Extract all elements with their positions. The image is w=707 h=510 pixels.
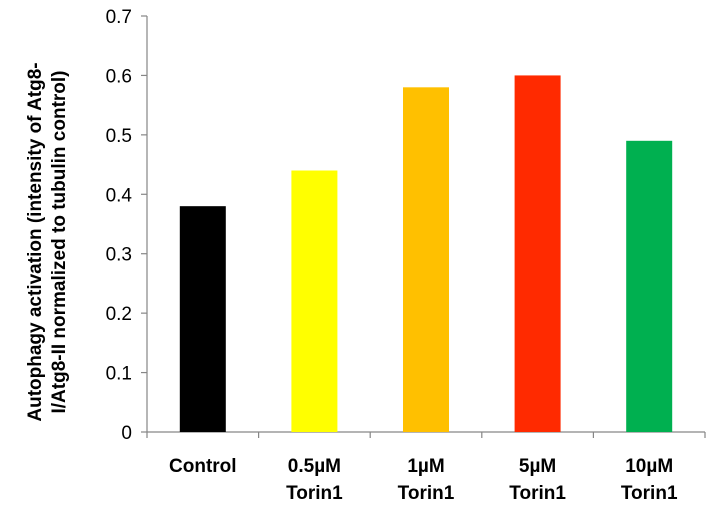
category-label: 0.5µM: [288, 456, 341, 477]
category-label: 5µM: [519, 456, 556, 477]
y-tick-label: 0.7: [106, 7, 132, 28]
y-tick-label: 0: [121, 423, 132, 444]
tick-labels: 0 0.1 0.2 0.3 0.4 0.5 0.6 0.7 Control 0.5µM Torin1…: [106, 7, 678, 504]
y-axis-label: Autophagy activation (intensity of Atg8-…: [25, 62, 70, 421]
category-label: Torin1: [398, 483, 455, 504]
bar: [403, 87, 449, 433]
y-tick-label: 0.5: [106, 126, 132, 147]
y-axis-label-line-2: I/Atg8-II normalized to tubulin control): [49, 70, 70, 413]
bars: [179, 75, 673, 433]
category-label: Torin1: [621, 483, 678, 504]
bar: [291, 170, 338, 432]
axes: [141, 15, 706, 438]
category-label: Control: [169, 456, 237, 477]
category-label: 10µM: [625, 456, 673, 477]
y-axis-label-line-1: Autophagy activation (intensity of Atg8-: [25, 62, 46, 421]
bar: [514, 75, 561, 432]
category-label: Torin1: [509, 483, 566, 504]
y-tick-label: 0.1: [106, 364, 132, 385]
y-tick-label: 0.6: [106, 66, 132, 87]
bar: [179, 206, 226, 432]
bar: [626, 140, 673, 433]
y-tick-label: 0.4: [106, 185, 133, 206]
category-label: 1µM: [407, 456, 444, 477]
y-tick-label: 0.2: [106, 304, 132, 325]
category-label: Torin1: [286, 483, 343, 504]
y-tick-label: 0.3: [106, 245, 132, 266]
